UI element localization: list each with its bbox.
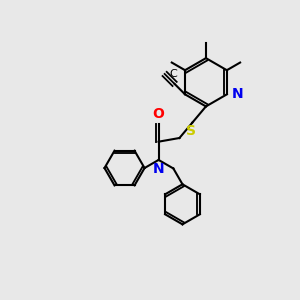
Text: S: S	[186, 124, 196, 138]
Text: C: C	[169, 69, 177, 79]
Text: N: N	[153, 162, 164, 176]
Text: O: O	[153, 107, 164, 121]
Text: N: N	[231, 87, 243, 101]
